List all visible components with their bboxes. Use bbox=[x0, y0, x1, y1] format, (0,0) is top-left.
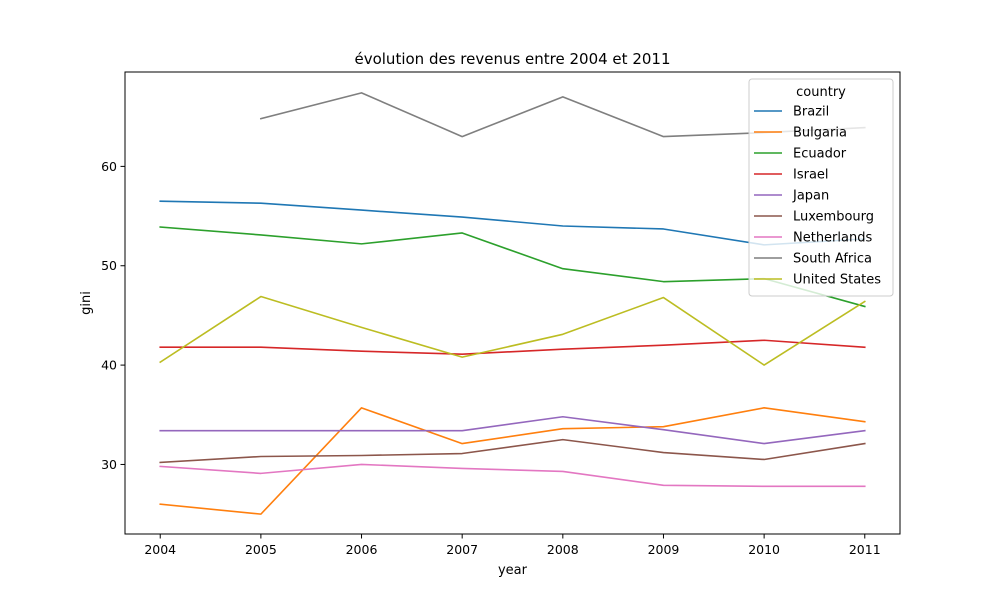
series-line-bulgaria bbox=[159, 407, 866, 515]
legend-entry-label: Luxembourg bbox=[793, 210, 874, 225]
legend-entry-label: Brazil bbox=[793, 105, 829, 120]
series-line-brazil bbox=[159, 200, 866, 246]
x-tick-label: 2007 bbox=[446, 542, 478, 557]
x-tick-label: 2011 bbox=[849, 542, 881, 557]
axes-frame bbox=[124, 71, 901, 535]
y-tick-label: 40 bbox=[101, 358, 117, 373]
x-axis-label: year bbox=[498, 563, 528, 578]
legend-entry-label: United States bbox=[793, 273, 881, 288]
x-tick-label: 2004 bbox=[144, 542, 176, 557]
x-axis: 2004 2005 2006 2007 2008 2009 2010 2011 bbox=[144, 534, 881, 557]
legend: country Brazil Bulgaria Ecuador Israel Japan L… bbox=[748, 78, 894, 297]
legend-entry-label: South Africa bbox=[793, 252, 872, 267]
y-axis-label: gini bbox=[79, 291, 94, 315]
series-line-japan bbox=[159, 415, 866, 445]
series-line-netherlands bbox=[159, 463, 866, 488]
legend-entry-label: Netherlands bbox=[793, 231, 872, 246]
legend-entry-label: Israel bbox=[793, 168, 829, 183]
x-tick-label: 2005 bbox=[245, 542, 277, 557]
y-tick-label: 60 bbox=[101, 159, 117, 174]
y-axis: 30 40 50 60 bbox=[101, 159, 125, 472]
y-tick-label: 30 bbox=[101, 457, 117, 472]
x-tick-label: 2006 bbox=[346, 542, 378, 557]
plot-area bbox=[159, 92, 866, 515]
chart-title: évolution des revenus entre 2004 et 2011 bbox=[354, 50, 670, 68]
x-tick-label: 2008 bbox=[547, 542, 579, 557]
legend-entry-label: Japan bbox=[792, 189, 829, 204]
series-line-ecuador bbox=[159, 226, 866, 308]
legend-box bbox=[748, 78, 894, 297]
legend-title: country bbox=[796, 85, 846, 100]
x-tick-label: 2010 bbox=[748, 542, 780, 557]
series-line-israel bbox=[159, 339, 866, 355]
series-line-united-states bbox=[159, 295, 866, 366]
x-tick-label: 2009 bbox=[648, 542, 680, 557]
legend-entry-label: Ecuador bbox=[793, 147, 847, 162]
series-line-luxembourg bbox=[159, 438, 866, 464]
legend-entry-label: Bulgaria bbox=[793, 126, 847, 141]
y-tick-label: 50 bbox=[101, 258, 117, 273]
